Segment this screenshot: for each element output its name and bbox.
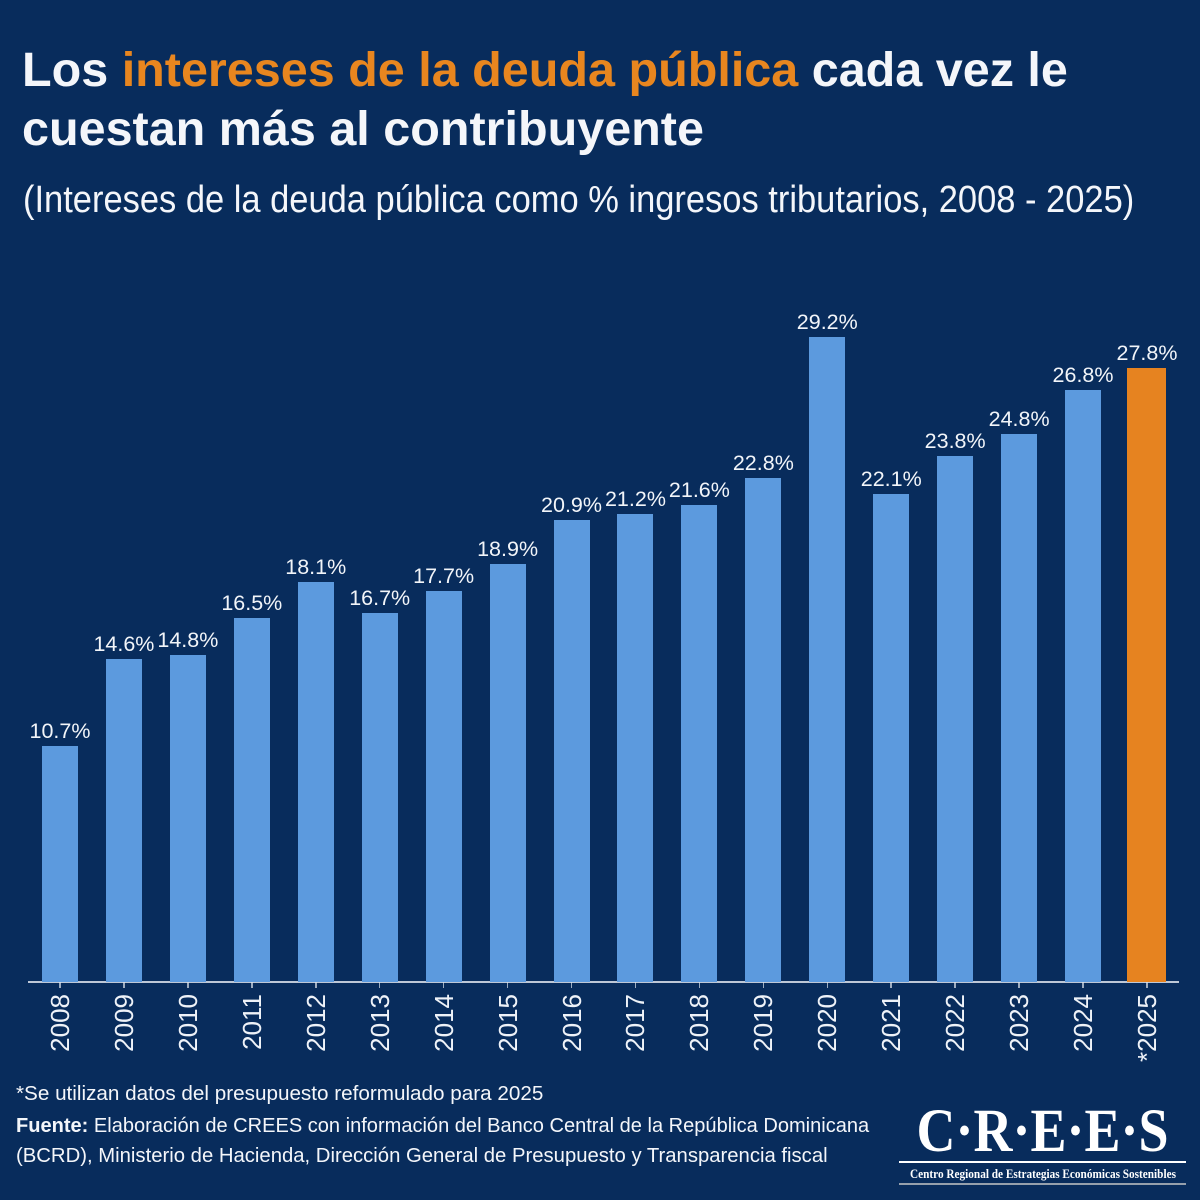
- logo-rule-top: [899, 1161, 1186, 1163]
- x-axis-tick-label: 2018: [684, 994, 715, 1052]
- source: Fuente: Elaboración de CREES con informa…: [16, 1112, 880, 1171]
- x-axis-tick: [762, 982, 765, 988]
- bar-value-label: 18.9%: [477, 537, 539, 562]
- x-axis-tick: [378, 982, 381, 988]
- x-axis-tick: [1146, 982, 1148, 988]
- bar-value-label: 24.8%: [988, 407, 1050, 432]
- bar-2010: [169, 655, 206, 982]
- bar-2024: [1065, 389, 1102, 982]
- x-axis-tick: [698, 982, 701, 988]
- bar-2009: [105, 659, 142, 982]
- bar-value-label: 29.2%: [796, 309, 858, 334]
- bar-2025: [1127, 367, 1167, 982]
- x-axis-tick: [123, 982, 125, 988]
- x-axis-tick-label: 2008: [45, 994, 75, 1052]
- bar-2017: [617, 513, 654, 982]
- source-line-1: Fuente: Elaboración de CREES con informa…: [16, 1115, 870, 1138]
- x-axis-tick: [634, 982, 637, 988]
- logo-acronym: C·R·E·E·S: [916, 1098, 1169, 1165]
- bar-value-label: 17.7%: [413, 564, 475, 588]
- title-seg-3: cada vez le: [798, 43, 1068, 97]
- x-axis-tick-label: 2013: [364, 994, 395, 1052]
- bar-2016: [553, 520, 590, 982]
- x-axis-tick: [826, 982, 829, 988]
- title-line-2: cuestan más al contribuyente: [22, 102, 704, 156]
- bar-2023: [1001, 434, 1038, 982]
- bar-2021: [873, 493, 910, 982]
- bar-2019: [745, 478, 782, 982]
- footer: *Se utilizan datos del presupuesto refor…: [16, 1079, 916, 1167]
- title-seg-1: Los: [22, 43, 122, 97]
- bar-2013: [361, 613, 398, 982]
- bar-value-label: 18.1%: [285, 555, 347, 580]
- title-line-1: Los intereses de la deuda pública cada v…: [22, 41, 1182, 100]
- x-axis-tick-label: 2020: [812, 994, 843, 1052]
- x-axis-tick-label: 2019: [748, 994, 779, 1052]
- crees-logo: C·R·E·E·S Centro Regional de Estrategias…: [899, 0, 1186, 1200]
- source-label: Fuente:: [16, 1115, 89, 1138]
- bar-value-label: 22.8%: [732, 451, 794, 476]
- x-axis-tick: [251, 982, 253, 988]
- footnote: *Se utilizan datos del presupuesto refor…: [16, 1082, 544, 1105]
- bar-2018: [681, 504, 718, 982]
- source-line-2: (BCRD), Ministerio de Hacienda, Direcció…: [16, 1144, 828, 1167]
- bar-value-label: 26.8%: [1052, 362, 1114, 387]
- title-highlight: intereses de la deuda pública: [121, 43, 799, 97]
- x-axis-tick: [1018, 982, 1020, 988]
- bar-value-label: 22.1%: [860, 466, 922, 491]
- logo-caption: Centro Regional de Estrategias Económica…: [910, 1166, 1176, 1182]
- bar-value-label: 14.8%: [157, 628, 219, 653]
- x-axis-tick: [1082, 982, 1084, 988]
- x-axis-tick-label: 2012: [300, 994, 331, 1052]
- x-axis-tick: [890, 982, 892, 988]
- bar-value-label: 14.6%: [93, 632, 155, 657]
- bar-value-label: 10.7%: [29, 718, 91, 743]
- logo-rule-bottom: [899, 1183, 1186, 1185]
- x-axis-tick-label: 2010: [172, 994, 203, 1052]
- x-axis-tick: [570, 982, 573, 988]
- bar-value-label: 20.9%: [541, 493, 602, 518]
- x-axis-tick: [506, 982, 509, 988]
- x-axis-tick: [954, 982, 956, 988]
- bar-2014: [425, 591, 462, 982]
- bar-2008: [42, 745, 78, 982]
- bar-value-label: 16.7%: [349, 586, 411, 611]
- x-axis-tick-label: 2011: [236, 994, 267, 1050]
- bar-2012: [297, 582, 334, 982]
- x-axis-tick: [315, 982, 317, 988]
- bar-value-label: 16.5%: [221, 590, 283, 615]
- bar-2011: [233, 617, 270, 982]
- x-axis-line: [28, 981, 1179, 983]
- chart-subtitle: (Intereses de la deuda pública como % in…: [23, 179, 1135, 221]
- x-axis-tick-label: 2014: [428, 994, 459, 1052]
- bar-value-label: 23.8%: [924, 429, 986, 454]
- bar-value-label: 27.8%: [1116, 340, 1178, 365]
- x-axis-tick-label: 2009: [108, 994, 139, 1052]
- x-axis-tick-label: 2016: [556, 994, 587, 1052]
- page-title: Los intereses de la deuda pública cada v…: [22, 41, 1182, 159]
- x-axis-tick: [442, 982, 445, 988]
- bar-2015: [489, 564, 526, 982]
- x-axis-tick-label: 2015: [492, 994, 523, 1052]
- bar-value-label: 21.2%: [604, 486, 666, 511]
- bar-2020: [809, 336, 846, 982]
- bar-value-label: 21.6%: [668, 477, 730, 502]
- x-axis-tick: [59, 982, 61, 988]
- x-axis-tick-label: 2017: [620, 994, 651, 1052]
- bar-2022: [937, 456, 974, 982]
- x-axis-tick: [187, 982, 189, 988]
